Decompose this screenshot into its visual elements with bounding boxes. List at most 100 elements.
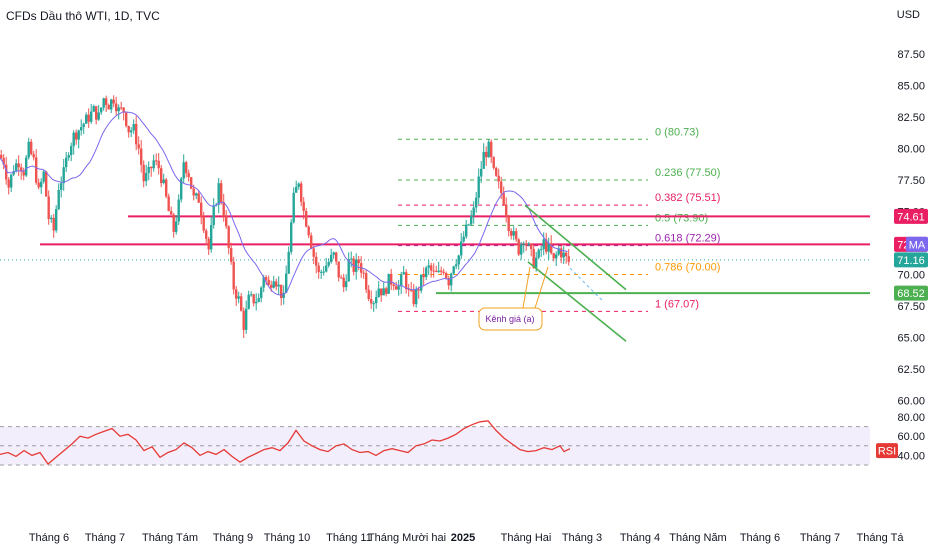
candle-body bbox=[387, 273, 390, 294]
candle-body bbox=[390, 273, 393, 285]
candle-body bbox=[552, 253, 555, 259]
candle-body bbox=[497, 175, 500, 182]
candle-body bbox=[70, 146, 73, 156]
candle-body bbox=[67, 155, 70, 158]
candle-body bbox=[217, 183, 220, 205]
rsi-tag-label: RSI bbox=[878, 446, 896, 458]
candle-body bbox=[377, 288, 380, 298]
candle-body bbox=[85, 114, 88, 124]
candle-body bbox=[560, 248, 563, 258]
candle-body bbox=[330, 254, 333, 262]
price-tag-0 bbox=[894, 208, 928, 224]
candle-body bbox=[507, 216, 510, 231]
candle-body bbox=[240, 296, 243, 311]
candle-body bbox=[537, 249, 540, 258]
x-axis-label-7: 2025 bbox=[451, 532, 475, 544]
candle-body bbox=[55, 209, 58, 231]
candle-body bbox=[460, 241, 463, 256]
candle-body bbox=[5, 164, 8, 180]
candle-body bbox=[302, 201, 305, 212]
candle-body bbox=[395, 286, 398, 290]
candle-body bbox=[362, 272, 365, 274]
candle-body bbox=[500, 181, 503, 193]
candle-body bbox=[447, 278, 450, 286]
price-tag-2 bbox=[906, 236, 928, 252]
price-axis-tick-9: 65.00 bbox=[897, 333, 925, 345]
candle-body bbox=[337, 261, 340, 278]
price-axis-tick-1: 85.00 bbox=[897, 81, 925, 93]
candle-body bbox=[492, 157, 495, 168]
candle-body bbox=[435, 271, 438, 273]
candle-body bbox=[82, 123, 85, 128]
candle-body bbox=[147, 166, 150, 173]
candle-body bbox=[195, 193, 198, 196]
projection-line bbox=[569, 267, 605, 303]
candle-body bbox=[320, 271, 323, 273]
candle-body bbox=[210, 225, 213, 250]
candle-body bbox=[487, 141, 490, 158]
candle-body bbox=[252, 294, 255, 304]
fib-level-label-4: 0.618 (72.29) bbox=[655, 233, 720, 245]
candle-body bbox=[290, 222, 293, 252]
candle-body bbox=[545, 239, 548, 252]
candle-body bbox=[140, 148, 143, 165]
candle-body bbox=[197, 193, 200, 203]
price-axis-tick-4: 77.50 bbox=[897, 175, 925, 187]
candle-body bbox=[502, 192, 505, 205]
candle-body bbox=[192, 188, 195, 196]
candle-body bbox=[47, 196, 50, 220]
candle-body bbox=[530, 244, 533, 250]
x-axis-label-2: Tháng Tám bbox=[142, 532, 198, 544]
candle-body bbox=[555, 254, 558, 259]
candle-body bbox=[222, 202, 225, 217]
candle-body bbox=[255, 301, 258, 304]
x-axis-label-12: Tháng 6 bbox=[740, 532, 780, 544]
candle-body bbox=[485, 151, 488, 158]
price-tag-label-3: 71.16 bbox=[897, 255, 925, 267]
candle-body bbox=[245, 308, 248, 330]
candle-body bbox=[250, 294, 253, 296]
candle-body bbox=[307, 226, 310, 236]
candle-body bbox=[472, 207, 475, 216]
candle-body bbox=[400, 274, 403, 287]
candle-body bbox=[265, 277, 268, 280]
candle-body bbox=[162, 179, 165, 184]
x-axis-label-0: Tháng 6 bbox=[29, 532, 69, 544]
candle-body bbox=[267, 279, 270, 285]
candle-body bbox=[280, 284, 283, 299]
candle-body bbox=[370, 299, 373, 304]
candle-body bbox=[170, 211, 173, 215]
candle-body bbox=[175, 221, 178, 232]
candle-body bbox=[100, 107, 103, 113]
currency-label: USD bbox=[896, 9, 920, 21]
candle-body bbox=[15, 163, 18, 172]
candle-body bbox=[10, 174, 13, 188]
candle-body bbox=[207, 238, 210, 250]
candle-body bbox=[550, 243, 553, 254]
candle-body bbox=[110, 99, 113, 110]
candle-body bbox=[437, 270, 440, 272]
candle-body bbox=[480, 168, 483, 177]
candle-body bbox=[317, 265, 320, 273]
candle-body bbox=[535, 257, 538, 268]
candle-body bbox=[410, 289, 413, 291]
price-tag-label-0: 74.61 bbox=[897, 211, 925, 223]
candle-body bbox=[92, 106, 95, 112]
fib-level-label-1: 0.236 (77.50) bbox=[655, 167, 720, 179]
candle-body bbox=[272, 281, 275, 288]
candle-body bbox=[185, 162, 188, 174]
candle-body bbox=[465, 224, 468, 237]
candle-body bbox=[382, 288, 385, 296]
candle-body bbox=[27, 141, 30, 158]
candle-body bbox=[230, 248, 233, 262]
x-axis-label-5: Tháng 11 bbox=[326, 532, 372, 544]
price-tag-label-4: 68.52 bbox=[897, 288, 925, 300]
candle-body bbox=[132, 123, 135, 131]
rsi-axis-tick-2: 40.00 bbox=[897, 450, 925, 462]
candle-body bbox=[475, 197, 478, 208]
candle-body bbox=[457, 255, 460, 265]
fib-level-label-3: 0.5 (73.90) bbox=[655, 212, 708, 224]
candle-body bbox=[237, 296, 240, 299]
candle-body bbox=[547, 243, 550, 252]
